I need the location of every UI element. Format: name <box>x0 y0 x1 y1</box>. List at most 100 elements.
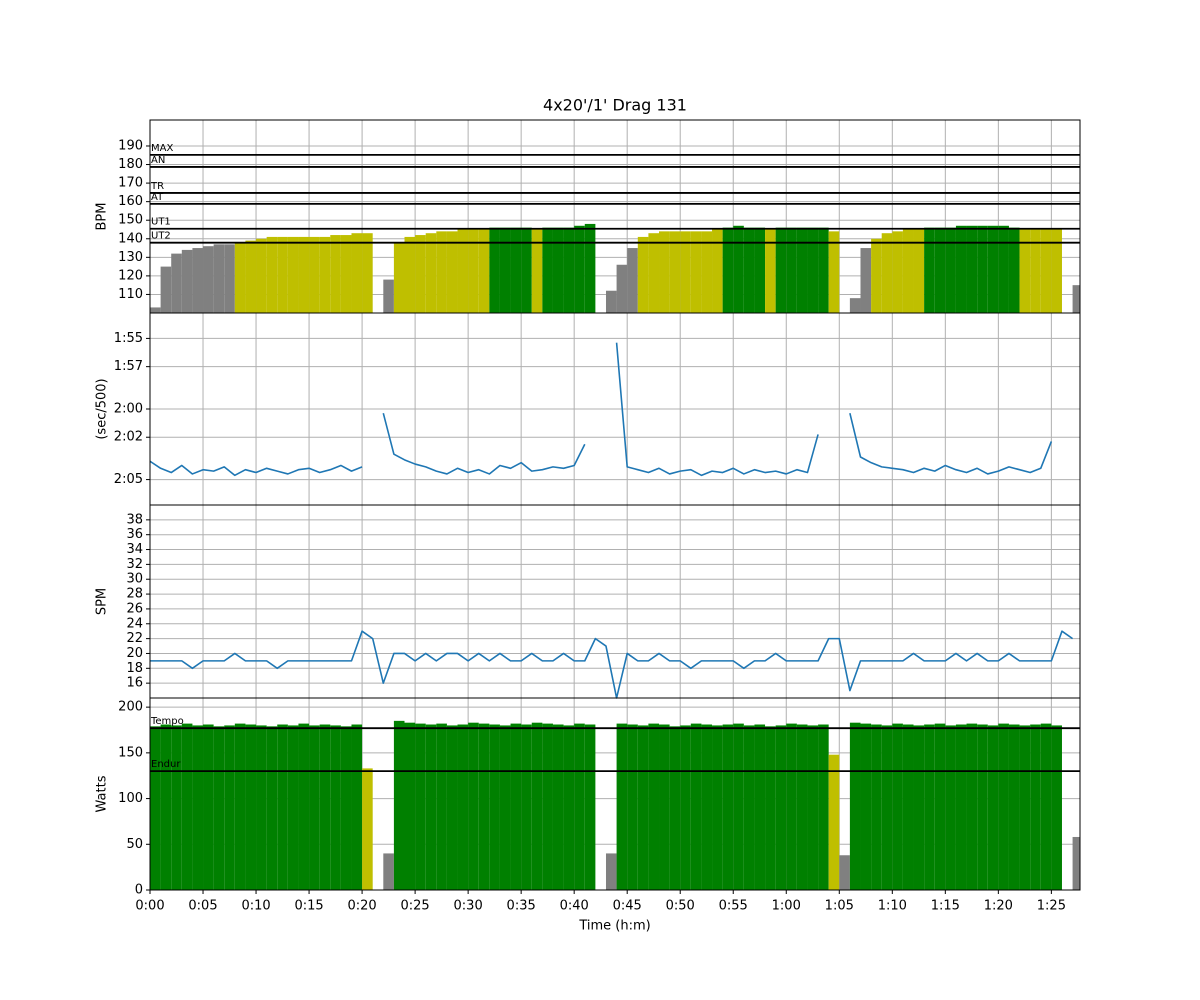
x-axis-label: Time (h:m) <box>578 919 650 934</box>
bar <box>902 724 914 890</box>
bar <box>1008 227 1020 313</box>
bar <box>1072 285 1080 313</box>
bar <box>521 227 532 313</box>
y-axis-label: (sec/500) <box>95 378 110 439</box>
panel: 1:55 1:57 2:00 2:02 2:05 (sec/500) <box>95 312 1081 506</box>
bar <box>1051 229 1062 313</box>
bar <box>765 726 776 890</box>
x-tick-label: 0:30 <box>454 899 483 914</box>
bar <box>605 853 617 890</box>
x-tick-label: 1:10 <box>878 899 907 914</box>
bar <box>340 235 352 313</box>
bar <box>733 723 744 890</box>
x-tick-label: 0:40 <box>560 899 589 914</box>
bar <box>637 725 649 890</box>
bar <box>818 227 829 313</box>
bar <box>775 725 787 890</box>
bar <box>690 231 702 313</box>
bar <box>457 724 469 890</box>
bar <box>192 248 204 313</box>
bar <box>436 231 447 313</box>
bar <box>1040 229 1052 313</box>
y-tick-label: 180 <box>118 157 143 172</box>
bar <box>1030 229 1041 313</box>
y-axis-label: SPM <box>95 588 110 615</box>
bar <box>648 723 660 890</box>
y-tick-label: 28 <box>126 587 143 602</box>
bar <box>192 725 204 890</box>
bar <box>977 724 988 890</box>
bar <box>309 236 320 313</box>
bar <box>722 227 734 313</box>
x-tick-label: 0:05 <box>188 899 217 914</box>
bar <box>1030 724 1041 890</box>
bar <box>1008 724 1020 890</box>
y-axis-label: BPM <box>95 203 110 231</box>
zone-label: UT1 <box>151 217 171 228</box>
y-tick-label: 36 <box>126 527 143 542</box>
bar <box>860 248 872 313</box>
bar <box>362 768 373 890</box>
series-line <box>382 413 586 475</box>
bar <box>659 724 670 890</box>
panel: 0 50 100 150 200 Watts Tempo Endur 0:00 0:05 0:10 0… <box>95 697 1081 934</box>
bar <box>637 236 649 313</box>
bar <box>446 231 458 313</box>
bar <box>171 725 182 890</box>
bar <box>499 725 511 890</box>
x-tick-label: 1:25 <box>1037 899 1066 914</box>
bar <box>712 725 723 890</box>
bar <box>309 725 320 890</box>
bar <box>955 724 967 890</box>
bar <box>627 248 638 313</box>
bar <box>977 225 988 313</box>
x-tick-label: 0:45 <box>613 899 642 914</box>
bar <box>531 722 543 890</box>
bar <box>266 726 278 890</box>
bar <box>468 229 479 313</box>
bar <box>913 229 925 313</box>
y-tick-label: 100 <box>118 791 143 806</box>
bar <box>659 231 670 313</box>
bar <box>181 723 193 890</box>
bar <box>383 853 394 890</box>
bar <box>393 720 405 890</box>
bar <box>203 724 214 890</box>
bar <box>203 246 214 313</box>
bar <box>319 236 331 313</box>
bar <box>171 253 182 313</box>
bar <box>224 244 235 313</box>
bar <box>1051 725 1062 890</box>
y-tick-label: 1:55 <box>114 331 143 346</box>
bar <box>998 225 1009 313</box>
bar <box>775 227 787 313</box>
x-tick-label: 1:05 <box>825 899 854 914</box>
bar <box>351 724 363 890</box>
bar <box>1019 725 1031 890</box>
y-tick-label: 200 <box>118 700 143 715</box>
x-tick-label: 1:00 <box>772 899 801 914</box>
y-axis-label: Watts <box>95 775 110 812</box>
bar <box>913 725 925 890</box>
bar <box>902 229 914 313</box>
bar <box>627 724 638 890</box>
bar <box>478 229 490 313</box>
bar <box>955 225 967 313</box>
bar <box>383 279 394 313</box>
bar <box>765 229 776 313</box>
bar <box>616 723 628 890</box>
bar <box>807 725 819 890</box>
bar <box>542 227 553 313</box>
zone-label: Endur <box>151 759 181 770</box>
bar <box>404 722 416 890</box>
bar <box>160 266 172 313</box>
bar <box>1072 836 1080 890</box>
bar <box>818 724 829 890</box>
y-tick-label: 50 <box>126 837 143 852</box>
bar <box>584 223 596 313</box>
bar <box>234 242 246 313</box>
bar <box>256 725 267 890</box>
bar <box>584 724 596 890</box>
bar <box>404 236 416 313</box>
